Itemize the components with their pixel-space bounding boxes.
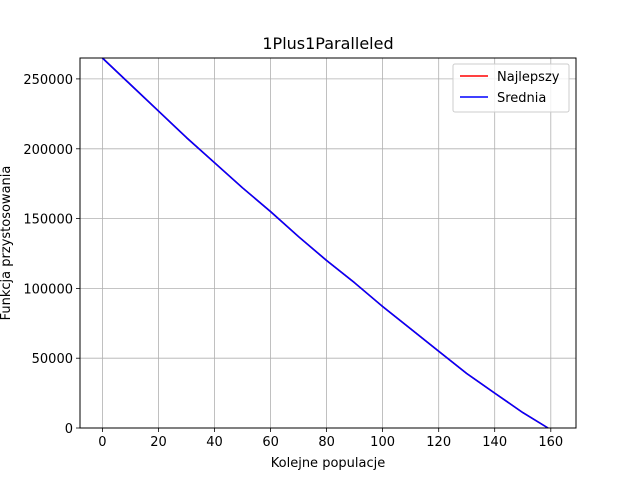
x-tick-label: 100 [370, 435, 395, 450]
y-tick-label: 50000 [32, 352, 73, 367]
x-tick-label: 80 [318, 435, 335, 450]
series-line-srednia [101, 57, 549, 429]
y-tick-label: 150000 [23, 213, 73, 228]
legend-label-srednia: Srednia [497, 91, 546, 106]
series-lines [101, 57, 549, 429]
x-tick-label: 140 [482, 435, 507, 450]
x-tick-label: 0 [98, 435, 106, 450]
y-tick-label: 250000 [23, 73, 73, 88]
chart-title: 1Plus1Paralleled [262, 34, 393, 53]
plot-frame [79, 57, 577, 429]
x-tick-label: 60 [262, 435, 279, 450]
x-tick-label: 20 [150, 435, 167, 450]
x-tick-label: 160 [538, 435, 563, 450]
y-tick-label: 100000 [23, 282, 73, 297]
legend-label-najlepszy: Najlepszy [497, 70, 560, 85]
axis-ticks: 0 20 40 60 80 100 120 140 160 0 50000 100000 150000 2… [23, 73, 563, 450]
y-axis-label: Funkcja przystosowania [0, 166, 14, 321]
x-tick-label: 120 [426, 435, 451, 450]
x-tick-label: 40 [206, 435, 223, 450]
x-axis-label: Kolejne populacje [271, 456, 385, 471]
y-tick-label: 0 [65, 422, 73, 437]
y-tick-label: 200000 [23, 143, 73, 158]
legend: Najlepszy Srednia [452, 63, 570, 113]
